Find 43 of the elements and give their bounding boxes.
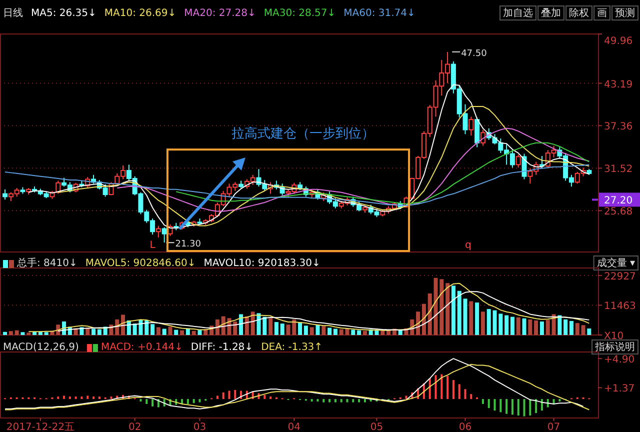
text: 除权 xyxy=(569,7,589,19)
legend-label: 总手: 8410↓ xyxy=(16,257,78,269)
text: DEA: -1.33↑ xyxy=(261,342,323,353)
y-tick-label: 43.19 xyxy=(604,79,633,90)
text: MA5: 26.35↓ xyxy=(31,8,96,19)
text: 画 xyxy=(597,8,607,19)
text: 预测 xyxy=(615,7,635,19)
annotation: 成交量 ▾ xyxy=(596,257,635,269)
text: 27.20 xyxy=(604,196,633,207)
text: MA60: 31.74↓ xyxy=(344,8,416,19)
chart-title: 日线 xyxy=(3,7,23,19)
y-tick-label: 22927 xyxy=(604,271,636,282)
text: 叠加 xyxy=(541,7,561,19)
annotation: 47.50 xyxy=(461,48,488,59)
text: MAVOL10: 920183.30↓ xyxy=(204,258,320,269)
annotation: q xyxy=(465,240,472,251)
x-tick-label: 02 xyxy=(128,422,142,432)
annotation: 21.30 xyxy=(175,240,202,250)
x-tick-label: 06 xyxy=(458,422,472,432)
y-tick-label: 49.96 xyxy=(604,36,633,47)
y-tick-label: +4.90 xyxy=(604,354,635,366)
x-tick-label: 07 xyxy=(547,422,560,432)
text: MA30: 28.57↓ xyxy=(264,8,336,19)
y-tick-label: 11463 xyxy=(604,301,636,312)
y-tick-label: 31.52 xyxy=(604,164,633,176)
text: MAVOL5: 902846.60↓ xyxy=(85,258,196,269)
y-tick-label: +1.37 xyxy=(604,384,635,395)
text: MA20: 27.28↓ xyxy=(184,8,256,19)
x-tick-label: 2017-12-22五 xyxy=(6,422,74,432)
annotation: 指标说明 xyxy=(594,341,635,353)
text: DIFF: -1.28↓ xyxy=(190,342,254,353)
y-tick-label: 25.68 xyxy=(604,206,633,218)
text: MA10: 26.69↓ xyxy=(104,8,176,19)
text: 加自选 xyxy=(503,7,533,19)
annotation: 拉高式建仓（一步到位） xyxy=(232,126,375,142)
x-tick-label: 05 xyxy=(370,422,384,432)
legend-label: MACD: +0.144↓ xyxy=(100,342,183,353)
y-tick-label: X10 xyxy=(604,331,624,342)
chart-title: MACD(12,26,9) xyxy=(3,342,80,353)
y-tick-label: 37.36 xyxy=(604,122,633,133)
x-tick-label: 04 xyxy=(288,422,300,432)
x-tick-label: 03 xyxy=(193,422,206,432)
annotation: L xyxy=(150,240,156,251)
